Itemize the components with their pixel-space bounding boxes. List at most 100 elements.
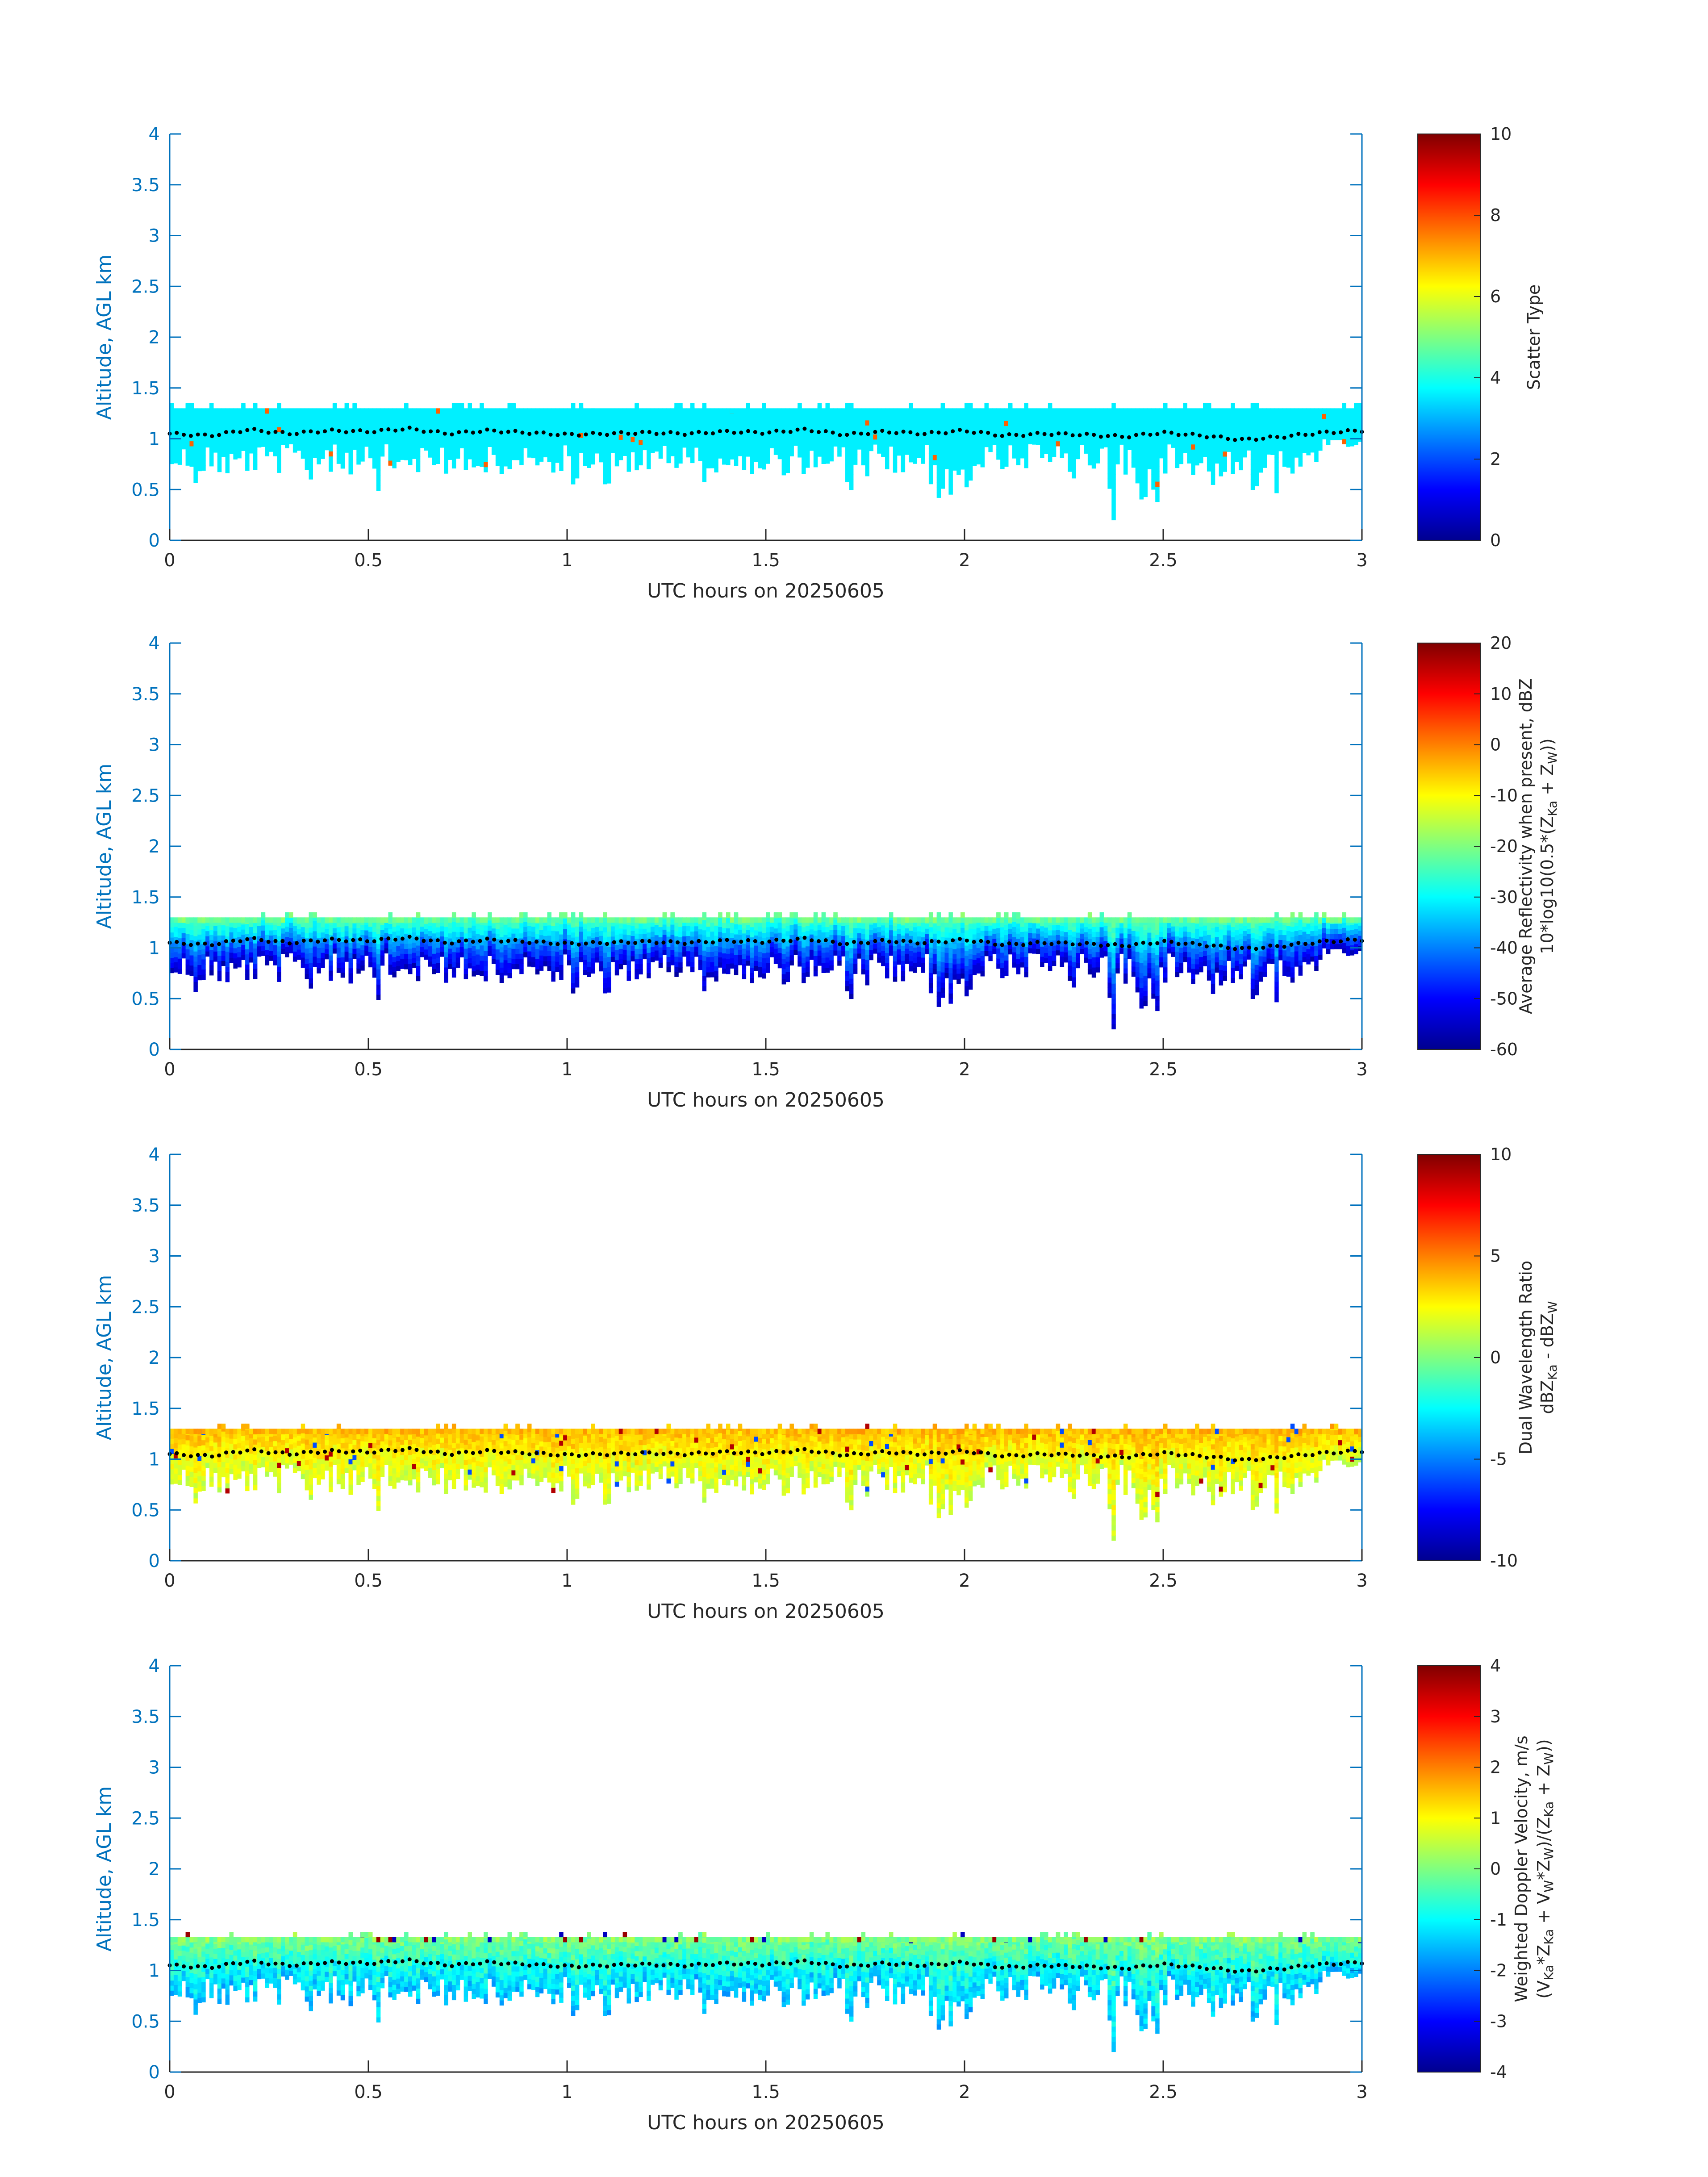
heatmap-cell [1243, 411, 1247, 417]
heatmap-cell [360, 955, 365, 961]
heatmap-cell [698, 450, 703, 456]
heatmap-cell [1107, 453, 1112, 459]
heatmap-cell [988, 436, 993, 442]
heatmap-cell [376, 989, 381, 995]
heatmap-cell [292, 926, 297, 932]
heatmap-cell [1111, 413, 1116, 419]
heatmap-cell [607, 926, 611, 932]
heatmap-cell [380, 421, 385, 426]
heatmap-cell [313, 417, 317, 422]
cloud-base-dot [1127, 435, 1132, 439]
heatmap-cell [495, 917, 500, 923]
heatmap-cell [762, 423, 766, 429]
heatmap-cell [1254, 420, 1259, 426]
heatmap-cell [1103, 431, 1108, 437]
heatmap-cell [965, 472, 969, 477]
heatmap-cell [1135, 427, 1140, 433]
heatmap-cell [718, 433, 722, 439]
heatmap-cell [360, 441, 365, 447]
heatmap-cell [444, 422, 448, 428]
heatmap-cell [356, 917, 361, 923]
heatmap-cell [1219, 430, 1224, 436]
heatmap-cell [968, 465, 973, 471]
heatmap-cell [412, 433, 417, 439]
heatmap-cell [706, 443, 710, 448]
heatmap-cell [241, 420, 246, 426]
heatmap-cell [614, 420, 619, 426]
cloud-base-dot [1148, 433, 1153, 437]
heatmap-cell [416, 925, 421, 931]
heatmap-cell [595, 418, 599, 423]
heatmap-cell [480, 960, 484, 966]
heatmap-cell [507, 932, 512, 938]
heatmap-cell [1258, 408, 1263, 414]
heatmap-cell [424, 445, 429, 451]
heatmap-cell [253, 403, 258, 409]
heatmap-cell [845, 403, 850, 409]
heatmap-cell [1274, 432, 1279, 438]
heatmap-cell [1243, 426, 1247, 432]
heatmap-cell [1175, 447, 1180, 453]
heatmap-cell [1080, 414, 1084, 420]
heatmap-cell [1322, 424, 1327, 430]
heatmap-cell [639, 460, 643, 466]
heatmap-cell [285, 921, 289, 927]
heatmap-cell [1223, 466, 1227, 472]
heatmap-cell [388, 923, 393, 929]
heatmap-cell [1286, 408, 1291, 414]
heatmap-cell [507, 464, 512, 469]
heatmap-cell [825, 403, 830, 409]
heatmap-cell [495, 445, 500, 451]
heatmap-cell [1155, 408, 1160, 414]
heatmap-cell [511, 414, 516, 420]
heatmap-cell [170, 448, 174, 454]
heatmap-cell [1008, 435, 1013, 440]
heatmap-cell [599, 920, 603, 926]
heatmap-cell [1012, 418, 1017, 423]
heatmap-cell [881, 431, 885, 437]
heatmap-cell [1223, 446, 1227, 452]
heatmap-cell [897, 435, 902, 441]
heatmap-cell [821, 413, 826, 418]
heatmap-cell [802, 443, 806, 449]
heatmap-cell [603, 464, 607, 469]
heatmap-cell [639, 455, 643, 460]
heatmap-cell [571, 408, 576, 414]
heatmap-cell [1338, 408, 1343, 414]
heatmap-cell [1298, 430, 1303, 436]
heatmap-cell [567, 451, 572, 456]
heatmap-cell [436, 942, 440, 948]
heatmap-cell [368, 962, 373, 968]
heatmap-cell [1239, 414, 1243, 420]
heatmap-cell [455, 957, 460, 963]
heatmap-cell [714, 426, 718, 432]
heatmap-cell [229, 927, 234, 932]
heatmap-cell [965, 461, 969, 467]
heatmap-cell [626, 945, 631, 951]
heatmap-cell [360, 960, 365, 966]
heatmap-cell [960, 439, 965, 444]
heatmap-cell [253, 434, 258, 439]
heatmap-cell [547, 408, 551, 414]
heatmap-cell [392, 417, 397, 423]
heatmap-cell [201, 949, 206, 955]
heatmap-cell [750, 428, 754, 434]
heatmap-cell [376, 435, 381, 440]
heatmap-cell [301, 418, 305, 423]
heatmap-cell [233, 953, 238, 959]
heatmap-cell [662, 425, 667, 431]
heatmap-cell [972, 455, 977, 461]
heatmap-cell [802, 408, 806, 414]
heatmap-cell [400, 938, 405, 944]
heatmap-cell [384, 938, 389, 944]
heatmap-cell [1239, 439, 1243, 445]
heatmap-cell [436, 957, 440, 963]
heatmap-cell [329, 421, 333, 426]
heatmap-cell [1195, 419, 1199, 425]
heatmap-cell [1262, 427, 1267, 433]
heatmap-cell [639, 414, 643, 420]
heatmap-cell [917, 442, 921, 448]
heatmap-cell [666, 427, 671, 433]
heatmap-cell [849, 449, 854, 455]
heatmap-cell [825, 438, 830, 443]
